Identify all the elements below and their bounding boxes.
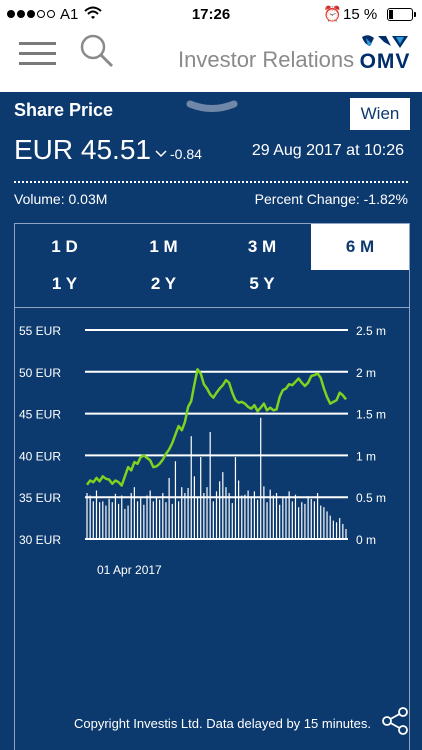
- y-right-tick-label: 2.5 m: [356, 324, 386, 338]
- y-left-tick-label: 35 EUR: [19, 491, 61, 505]
- menu-icon[interactable]: [19, 42, 56, 66]
- x-axis-label: 01 Apr 2017: [97, 563, 162, 577]
- battery-icon: [387, 8, 416, 21]
- price-line: [86, 368, 347, 487]
- share-icon[interactable]: [381, 706, 409, 736]
- y-right-tick-label: 1 m: [356, 449, 376, 463]
- y-left-tick-label: 55 EUR: [19, 324, 61, 338]
- share-price-panel: Share Price Wien EUR 45.51 -0.84 29 Aug …: [0, 92, 422, 750]
- alarm-icon: ⏰: [323, 6, 342, 23]
- status-time: 17:26: [191, 6, 231, 23]
- panel-title: Share Price: [14, 100, 114, 120]
- tab-1d[interactable]: 1 D: [51, 237, 78, 256]
- share-price-value: EUR 45.51: [14, 134, 151, 165]
- chevron-down-icon: [155, 150, 167, 158]
- y-left-tick-label: 40 EUR: [19, 449, 61, 463]
- divider: [14, 181, 408, 183]
- logo-text: OMV: [359, 50, 411, 73]
- price-timestamp: 29 Aug 2017 at 10:26: [251, 142, 404, 159]
- app-header: Investor Relations OMV: [0, 30, 422, 88]
- tabs-divider: [15, 307, 409, 308]
- omv-logo: OMV: [358, 34, 412, 74]
- tab-3m[interactable]: 3 M: [247, 237, 277, 256]
- y-right-tick-label: 0.5 m: [356, 491, 386, 505]
- status-bar: A1 17:26 ⏰ 15 %: [0, 0, 422, 30]
- carrier-name: A1: [60, 6, 79, 23]
- y-right-tick-label: 2 m: [356, 366, 376, 380]
- tab-2y[interactable]: 2 Y: [150, 274, 177, 293]
- collapse-handle-icon[interactable]: [186, 100, 238, 114]
- battery-percent: 15 %: [343, 6, 378, 23]
- y-right-tick-label: 0 m: [356, 533, 376, 547]
- tab-1m[interactable]: 1 M: [149, 237, 178, 256]
- omv-logo-mark-icon: [362, 35, 408, 48]
- search-icon[interactable]: [79, 33, 115, 69]
- y-left-tick-label: 50 EUR: [19, 366, 61, 380]
- volume-label: Volume: 0.03M: [14, 191, 108, 207]
- percent-change-label: Percent Change: -1.82%: [254, 191, 408, 207]
- y-left-tick-label: 30 EUR: [19, 533, 61, 547]
- chart-container: 1 D 1 M 3 M 6 M 1 Y 2 Y 5 Y 30 EUR 0 m 35 …: [14, 223, 410, 750]
- price-change-value: -0.84: [170, 146, 202, 162]
- copyright-notice: Copyright Investis Ltd. Data delayed by …: [74, 716, 371, 731]
- y-left-tick-label: 45 EUR: [19, 408, 61, 422]
- price-change: -0.84: [155, 146, 202, 162]
- page-title: Investor Relations: [178, 47, 355, 72]
- wifi-icon: [84, 6, 102, 19]
- y-right-tick-label: 1.5 m: [356, 408, 386, 422]
- share-price-chart: 30 EUR 0 m 35 EUR 0.5 m 40 EUR 1 m 45 EUR 1.5 m…: [19, 324, 386, 577]
- exchange-button[interactable]: Wien: [350, 98, 410, 130]
- tab-5y[interactable]: 5 Y: [249, 274, 275, 293]
- tab-6m[interactable]: 6 M: [311, 224, 409, 270]
- signal-strength-icon: [7, 10, 55, 18]
- tab-1y[interactable]: 1 Y: [51, 274, 78, 293]
